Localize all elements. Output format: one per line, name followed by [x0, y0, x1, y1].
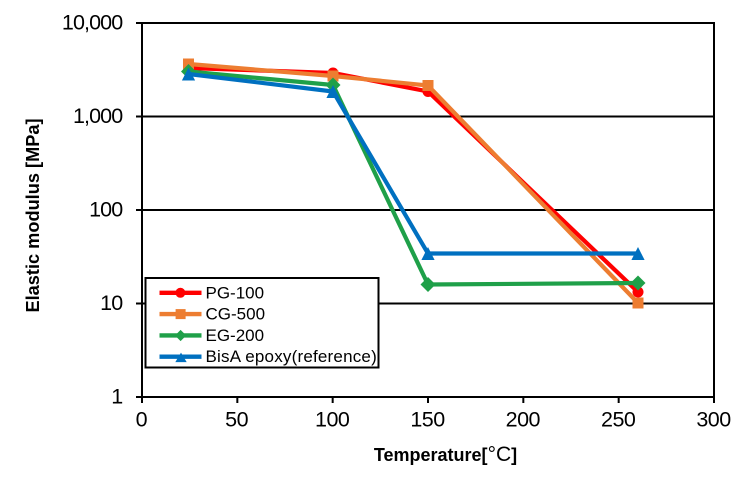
- svg-text:300: 300: [696, 408, 731, 432]
- svg-text:100: 100: [89, 198, 123, 222]
- svg-text:Elastic modulus [MPa]: Elastic modulus [MPa]: [23, 118, 43, 312]
- svg-text:100: 100: [315, 408, 350, 432]
- svg-text:250: 250: [601, 408, 636, 432]
- svg-text:CG-500: CG-500: [206, 305, 266, 324]
- svg-text:PG-100: PG-100: [206, 283, 265, 302]
- svg-text:0: 0: [136, 408, 148, 432]
- svg-text:Temperature[°C]: Temperature[°C]: [374, 443, 517, 466]
- svg-text:10: 10: [100, 291, 123, 315]
- svg-text:150: 150: [410, 408, 445, 432]
- svg-text:1: 1: [111, 385, 122, 409]
- svg-text:1,000: 1,000: [73, 104, 123, 128]
- svg-text:EG-200: EG-200: [206, 326, 265, 345]
- svg-text:200: 200: [506, 408, 541, 432]
- svg-text:BisA epoxy(reference): BisA epoxy(reference): [206, 347, 377, 366]
- svg-text:10,000: 10,000: [62, 11, 123, 35]
- svg-text:50: 50: [225, 408, 248, 432]
